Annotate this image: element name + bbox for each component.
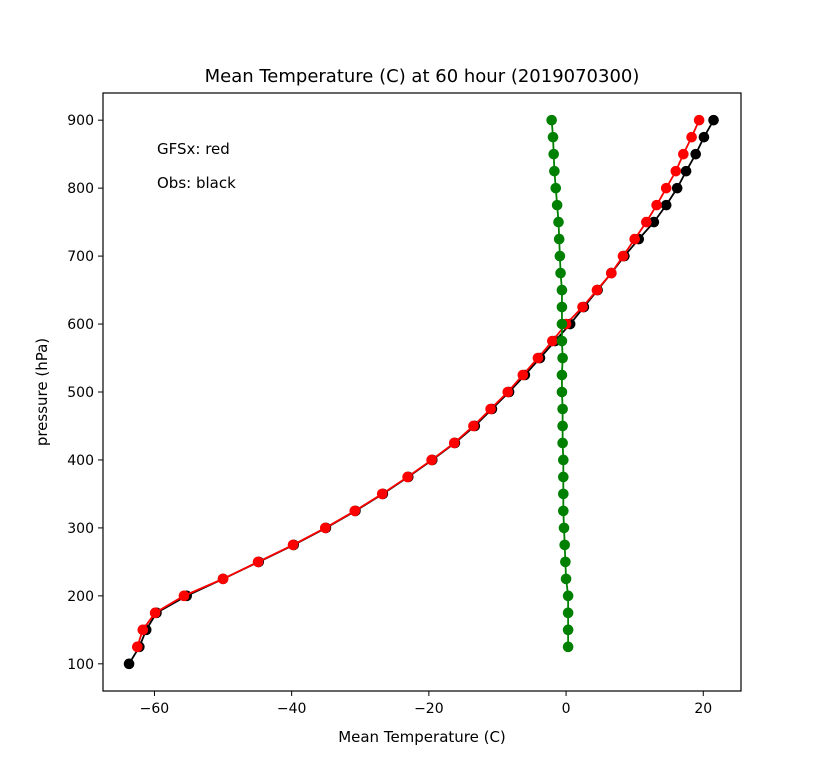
data-point bbox=[690, 148, 702, 160]
data-point bbox=[562, 607, 574, 619]
data-point bbox=[629, 233, 640, 245]
data-point bbox=[549, 165, 560, 177]
data-point bbox=[448, 437, 460, 449]
data-point bbox=[557, 403, 568, 415]
y-tick-label: 600 bbox=[67, 317, 94, 333]
data-point bbox=[559, 539, 570, 551]
data-point bbox=[402, 471, 413, 483]
data-point bbox=[557, 437, 568, 449]
series-2 bbox=[546, 114, 574, 653]
data-point bbox=[641, 216, 652, 228]
data-point bbox=[670, 165, 682, 177]
y-tick-label: 800 bbox=[67, 181, 94, 197]
x-tick-label: 20 bbox=[694, 701, 712, 717]
data-point bbox=[651, 199, 662, 211]
y-axis: 100 200 300 400 500 600 700 800 900 bbox=[67, 113, 103, 673]
data-point bbox=[678, 148, 689, 160]
data-point bbox=[532, 352, 544, 364]
data-point bbox=[553, 233, 565, 245]
data-point bbox=[319, 522, 331, 534]
data-point bbox=[617, 250, 629, 262]
data-point bbox=[553, 216, 564, 228]
plot-area bbox=[123, 114, 719, 670]
data-point bbox=[558, 505, 569, 517]
x-tick-label: −20 bbox=[414, 701, 444, 717]
data-point bbox=[660, 199, 672, 211]
data-point bbox=[560, 556, 571, 568]
data-point bbox=[485, 403, 496, 415]
data-point bbox=[558, 488, 569, 500]
chart-title: Mean Temperature (C) at 60 hour (2019070… bbox=[205, 66, 640, 87]
data-point bbox=[517, 369, 529, 381]
data-point bbox=[547, 335, 558, 347]
legend-note-gfsx: GFSx: red bbox=[157, 140, 230, 158]
y-tick-label: 100 bbox=[67, 657, 94, 673]
data-point bbox=[693, 114, 705, 126]
data-point bbox=[686, 131, 697, 143]
y-tick-label: 900 bbox=[67, 113, 94, 129]
data-point bbox=[502, 386, 514, 398]
data-point bbox=[349, 505, 361, 517]
data-point bbox=[698, 131, 710, 143]
x-tick-label: −60 bbox=[140, 701, 170, 717]
data-point bbox=[555, 267, 566, 279]
data-point bbox=[560, 573, 572, 585]
data-point bbox=[132, 641, 143, 653]
y-tick-label: 300 bbox=[67, 521, 94, 537]
data-point bbox=[562, 641, 574, 653]
y-tick-label: 200 bbox=[67, 589, 94, 605]
data-point bbox=[558, 522, 570, 534]
data-point bbox=[708, 114, 719, 126]
data-point bbox=[556, 284, 568, 296]
data-point bbox=[252, 556, 264, 568]
data-point bbox=[556, 369, 568, 381]
data-point bbox=[557, 352, 568, 364]
data-point bbox=[287, 539, 299, 551]
data-point bbox=[550, 182, 562, 194]
x-axis: −60 −40 −20 0 20 bbox=[140, 691, 712, 717]
data-point bbox=[671, 182, 683, 194]
data-point bbox=[680, 165, 692, 177]
data-point bbox=[556, 318, 568, 330]
data-point bbox=[562, 590, 574, 602]
data-point bbox=[562, 624, 574, 636]
x-tick-label: −40 bbox=[277, 701, 307, 717]
data-point bbox=[123, 658, 135, 670]
data-point bbox=[178, 590, 190, 602]
data-point bbox=[558, 454, 569, 466]
y-tick-label: 500 bbox=[67, 385, 94, 401]
y-tick-label: 700 bbox=[67, 249, 94, 265]
data-point bbox=[557, 420, 568, 432]
data-point bbox=[556, 335, 568, 347]
x-tick-label: 0 bbox=[562, 701, 571, 717]
data-point bbox=[546, 114, 557, 126]
data-point bbox=[217, 573, 229, 585]
data-point bbox=[591, 284, 603, 296]
data-point bbox=[660, 182, 672, 194]
x-axis-label: Mean Temperature (C) bbox=[338, 728, 506, 746]
data-point bbox=[606, 267, 617, 279]
data-point bbox=[558, 471, 569, 483]
data-point bbox=[548, 148, 560, 160]
data-point bbox=[551, 199, 563, 211]
data-point bbox=[554, 250, 566, 262]
data-point bbox=[556, 301, 568, 313]
data-point bbox=[648, 216, 660, 228]
data-point bbox=[149, 607, 161, 619]
data-point bbox=[376, 488, 388, 500]
data-point bbox=[547, 131, 559, 143]
data-point bbox=[556, 386, 568, 398]
data-point bbox=[137, 624, 149, 636]
data-point bbox=[468, 420, 479, 432]
series-1 bbox=[132, 114, 705, 653]
data-point bbox=[426, 454, 437, 466]
y-tick-label: 400 bbox=[67, 453, 94, 469]
legend-note-obs: Obs: black bbox=[157, 174, 236, 192]
y-axis-label: pressure (hPa) bbox=[33, 338, 51, 446]
data-point bbox=[577, 301, 588, 313]
